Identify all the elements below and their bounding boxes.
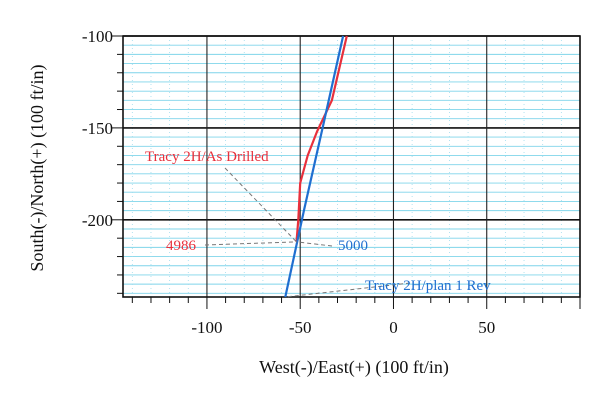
annotation-leader-4986 — [204, 241, 297, 246]
series-layer — [284, 35, 348, 298]
y-tick-label: -100 — [82, 27, 113, 46]
annotation-leader-as-drilled — [224, 167, 297, 243]
y-axis-label: South(-)/North(+) (100 ft/in) — [27, 64, 48, 271]
annotation-layer: Tracy 2H/As Drilled 4986 5000 Tracy 2H/p… — [145, 149, 491, 298]
annotation-label-4986: 4986 — [166, 238, 197, 254]
plot-frame — [122, 35, 581, 298]
annotation-leader-5000 — [296, 241, 333, 247]
series-line-1 — [284, 35, 345, 298]
y-tick-label: -200 — [82, 211, 113, 230]
x-tick-label: 50 — [478, 318, 495, 337]
annotation-label-5000: 5000 — [338, 238, 368, 254]
annotation-label-as-drilled: Tracy 2H/As Drilled — [145, 149, 269, 165]
series-line-0 — [295, 35, 348, 242]
plot-area — [111, 35, 581, 309]
tick-label-layer: -100 -50 0 50 -100 -150 -200 — [82, 27, 495, 337]
x-tick-label: 0 — [389, 318, 398, 337]
annotation-label-plan-rev: Tracy 2H/plan 1 Rev — [365, 278, 491, 294]
x-tick-label: -50 — [289, 318, 312, 337]
x-tick-label: -100 — [191, 318, 222, 337]
y-tick-label: -150 — [82, 119, 113, 138]
x-axis-label: West(-)/East(+) (100 ft/in) — [259, 357, 449, 378]
